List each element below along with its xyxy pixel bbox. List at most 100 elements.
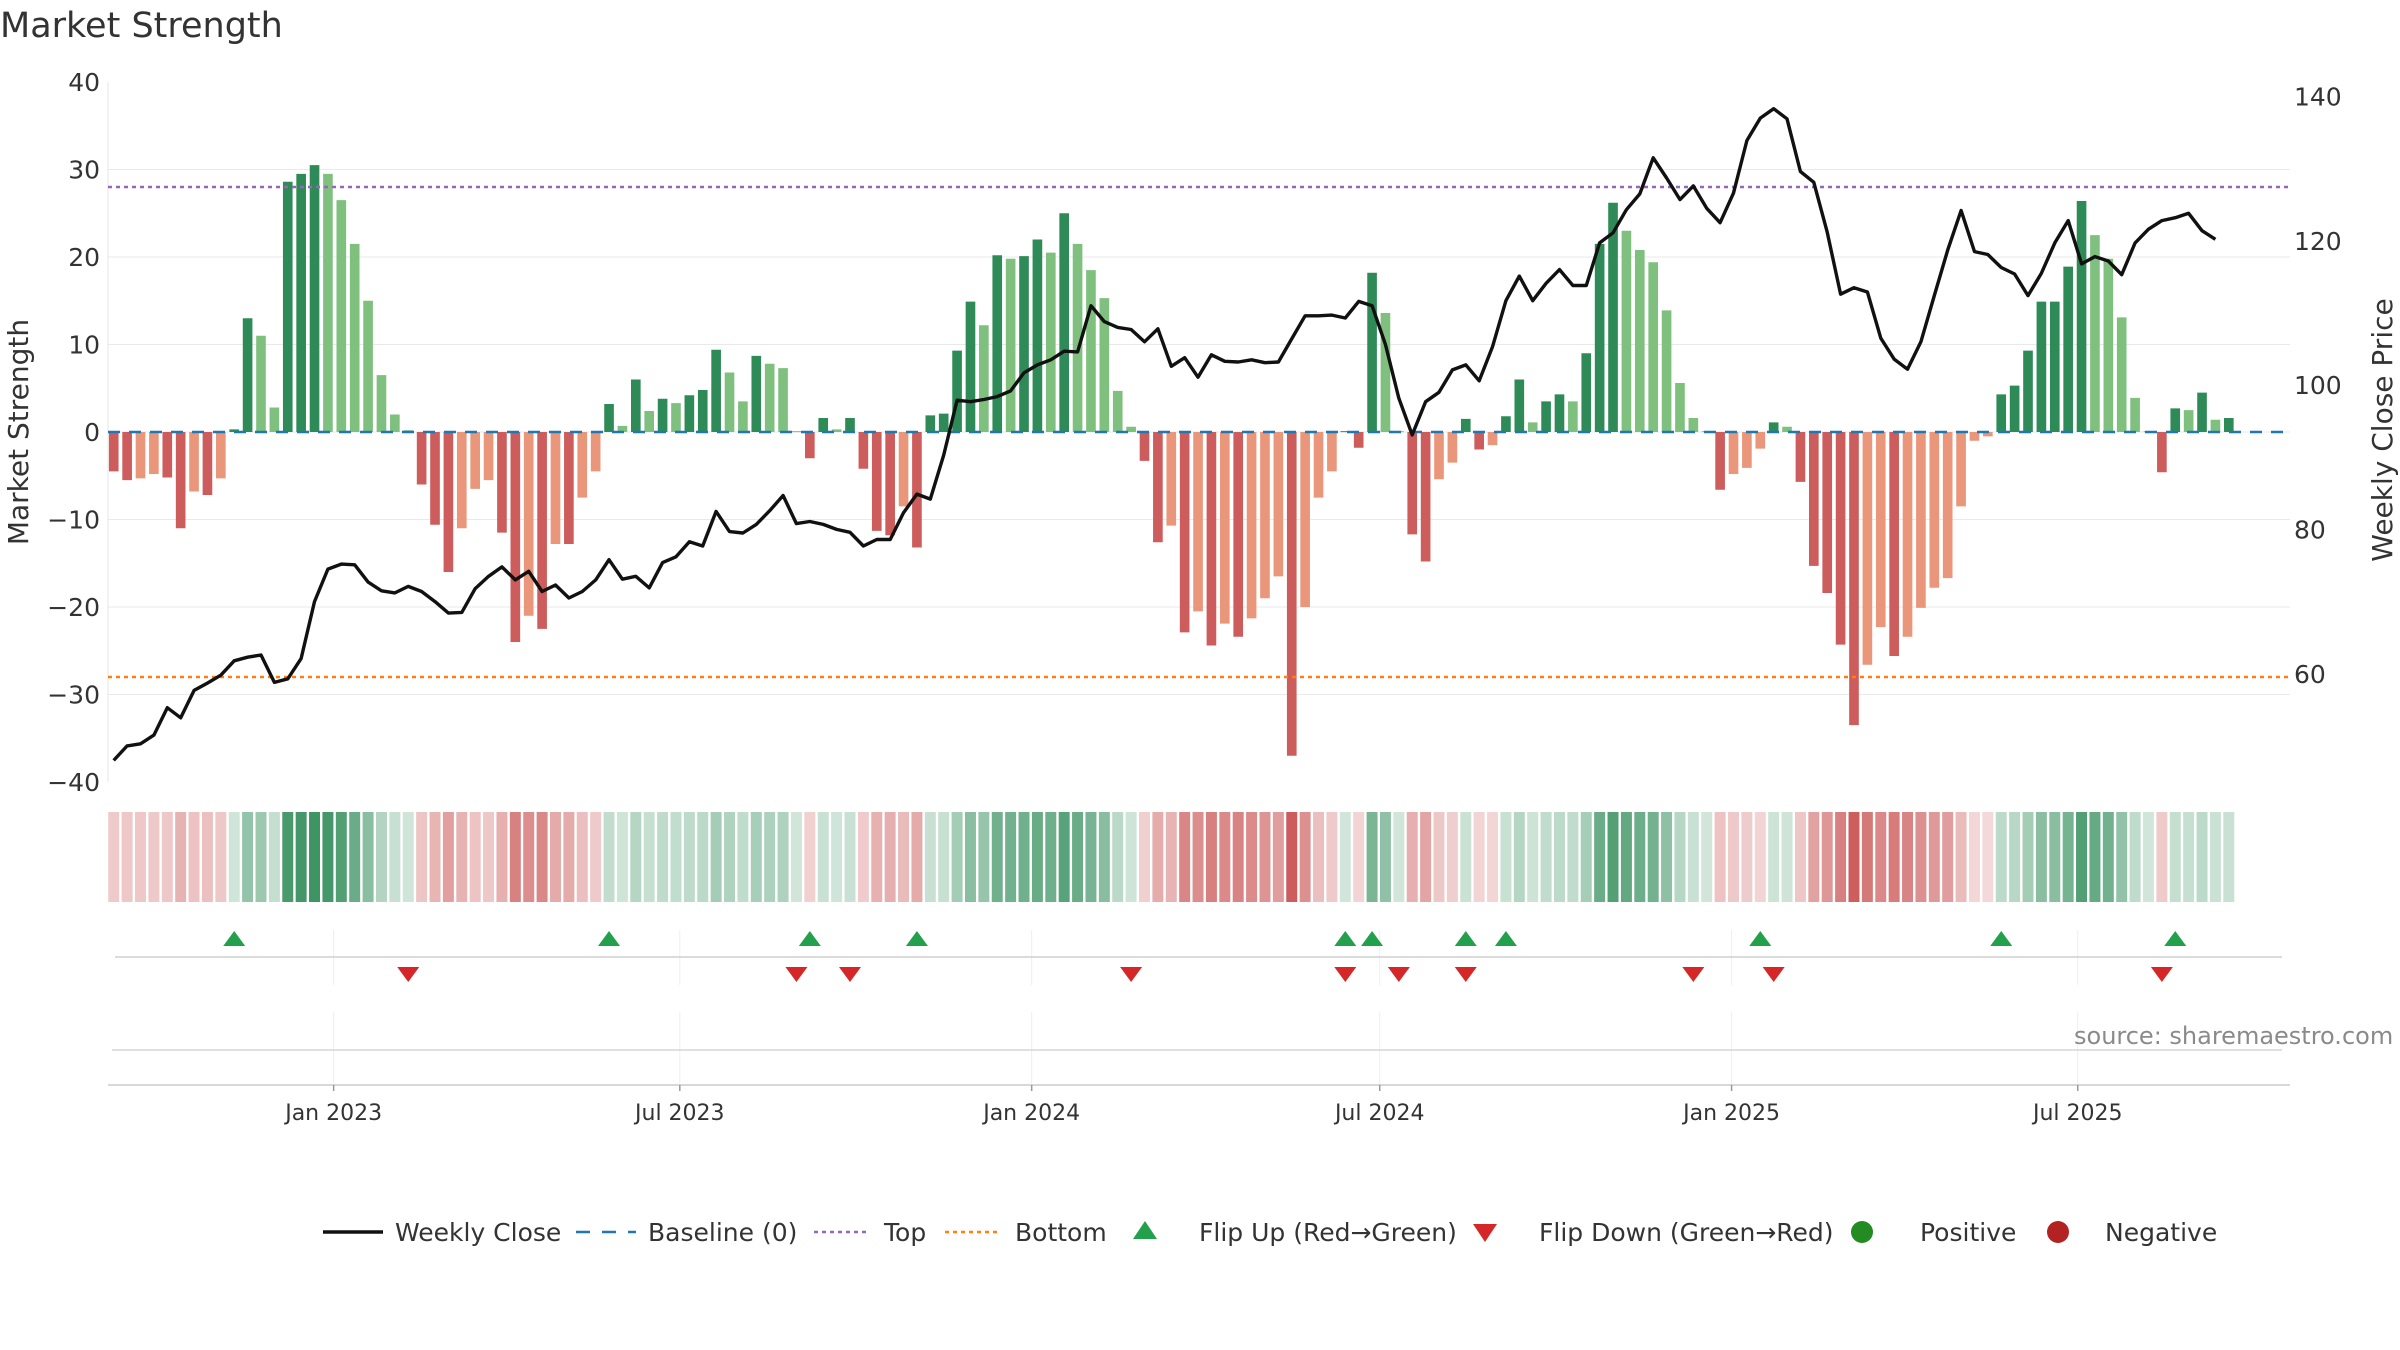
heat-cell [2062, 812, 2074, 902]
heat-cell [991, 812, 1003, 902]
heat-cell [536, 812, 548, 902]
flip-down-marker [397, 967, 420, 982]
strength-bar [1086, 270, 1096, 432]
flip-up-marker [1361, 931, 1384, 946]
heat-cell [456, 812, 468, 902]
x-tick-label: Jul 2024 [1333, 1101, 1425, 1126]
heat-cell [1446, 812, 1458, 902]
heat-cell [2169, 812, 2181, 902]
heat-cell [1567, 812, 1579, 902]
legend-label-top: Top [883, 1218, 926, 1247]
strength-bar [1340, 431, 1351, 433]
strength-bar [657, 398, 668, 432]
strength-bar [617, 425, 628, 432]
heat-cell [1420, 812, 1432, 902]
heat-cell [1326, 812, 1338, 902]
strength-bar [2223, 418, 2234, 432]
heat-cell [804, 812, 816, 902]
strength-bar [1059, 213, 1069, 432]
strength-bar [149, 432, 159, 474]
strength-bar [751, 355, 762, 432]
heat-cell [924, 812, 936, 902]
heat-cell [817, 812, 829, 902]
strength-bar [1179, 432, 1190, 633]
strength-bar [363, 300, 373, 432]
strength-bar [845, 418, 855, 432]
strength-bar [1822, 432, 1833, 593]
strength-bar [523, 432, 534, 616]
heat-cell [1219, 812, 1231, 902]
heat-cell [255, 812, 267, 902]
strength-bar [1742, 432, 1752, 468]
heat-cell [951, 812, 963, 902]
heat-cell [1393, 812, 1405, 902]
strength-bar [1809, 432, 1819, 566]
legend-label-bottom: Bottom [1015, 1218, 1107, 1247]
heat-cell [242, 812, 254, 902]
heat-cell [161, 812, 173, 902]
chart-title: Market Strength [0, 6, 283, 46]
heat-cell [389, 812, 401, 902]
heat-cell [710, 812, 722, 902]
strength-bar [885, 432, 895, 536]
strength-bar [1193, 432, 1203, 612]
heat-cell [576, 812, 588, 902]
strength-bar [242, 318, 253, 432]
strength-bar [630, 379, 641, 432]
flip-down-marker [1682, 967, 1705, 982]
strength-bar [390, 414, 400, 432]
strength-bar [791, 431, 802, 433]
strength-bar [1380, 313, 1391, 432]
strength-bar [1527, 422, 1538, 432]
strength-bar [1929, 432, 1940, 588]
heat-cell [2009, 812, 2021, 902]
heat-cell [1179, 812, 1191, 902]
heat-cell [1152, 812, 1164, 902]
heat-cell [844, 812, 856, 902]
strength-bar [296, 173, 306, 432]
heat-cell [1460, 812, 1472, 902]
strength-bar [189, 432, 199, 492]
heat-cell [550, 812, 561, 902]
heat-cell [857, 812, 869, 902]
strength-bar [724, 372, 735, 432]
heat-cell [697, 812, 709, 902]
strength-bar [1688, 418, 1699, 432]
heat-cell [1299, 812, 1311, 902]
strength-bar [925, 415, 936, 432]
flip-up-marker [798, 931, 821, 946]
strength-bar [590, 432, 601, 472]
heat-cell [175, 812, 187, 902]
heat-cell [295, 812, 307, 902]
strength-bar [162, 432, 173, 478]
heat-cell [1754, 812, 1766, 902]
heat-cell [1473, 812, 1485, 902]
strength-bar [456, 432, 467, 529]
right-y-tick-label: 100 [2294, 371, 2342, 400]
strength-bar [1487, 432, 1498, 446]
heat-cell [603, 812, 615, 902]
strength-bar [1019, 256, 1029, 432]
heat-cell [1634, 812, 1646, 902]
heat-cell [764, 812, 776, 902]
left-y-tick-label: 40 [68, 68, 100, 97]
heat-cell [523, 812, 535, 902]
strength-bar [979, 325, 989, 432]
heat-cell [1165, 812, 1177, 902]
heat-cell [1125, 812, 1137, 902]
strength-bar [778, 368, 788, 432]
heat-cell [2035, 812, 2047, 902]
left-y-tick-label: 20 [68, 243, 100, 272]
strength-bar [2090, 235, 2100, 432]
heat-cell [1687, 812, 1699, 902]
strength-bar [282, 181, 293, 432]
flip-up-marker [905, 931, 928, 946]
source-note: source: sharemaestro.com [2074, 1022, 2394, 1050]
strength-bar [202, 432, 213, 495]
flip-down-marker [1454, 967, 1477, 982]
right-y-tick-label: 60 [2294, 660, 2326, 689]
heat-cell [724, 812, 736, 902]
strength-bar [1916, 432, 1926, 608]
strength-bar [1300, 432, 1310, 607]
